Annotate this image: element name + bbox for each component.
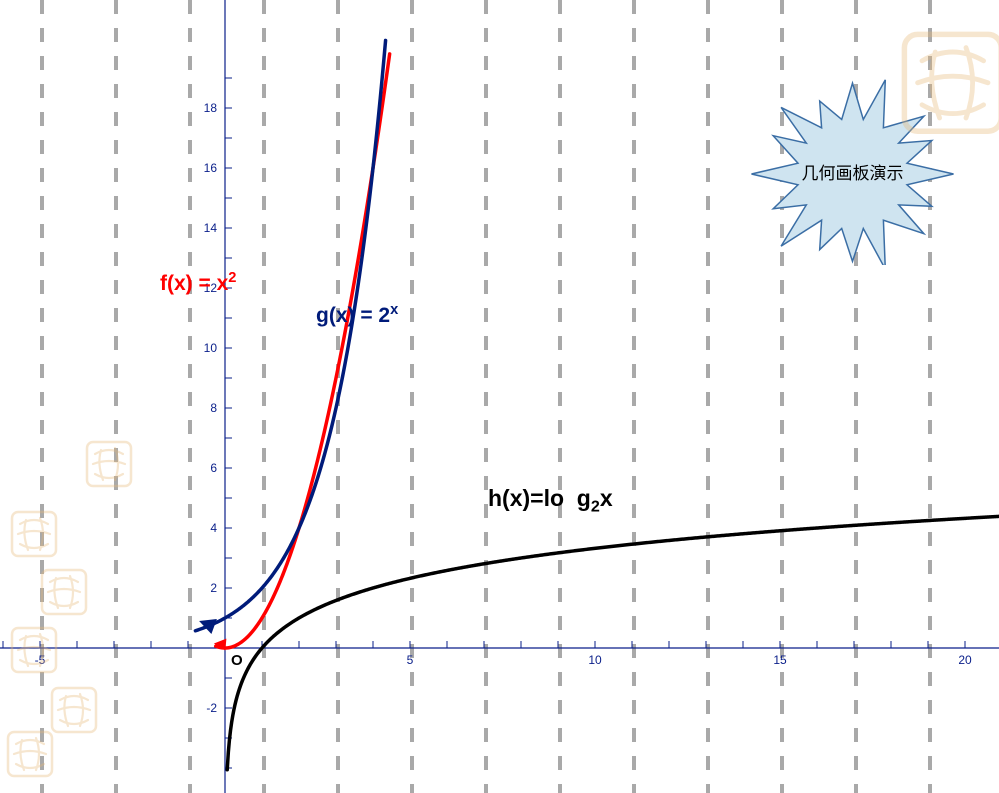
demo-callout-button[interactable]: 几何画板演示 (735, 75, 970, 265)
axis-tick-label: 6 (210, 461, 217, 475)
axis-tick-label: 15 (773, 653, 787, 667)
function-label-h: h(x)=lo g2x (488, 485, 613, 517)
curve-h (227, 515, 999, 770)
axis-tick-label: 8 (210, 401, 217, 415)
curve-f (216, 54, 390, 648)
curve-arrowhead (199, 619, 217, 634)
function-label-f: f(x) = x2 (160, 270, 236, 296)
axis-tick-label: O (231, 652, 243, 669)
axis-tick-label: 14 (204, 221, 218, 235)
axis-tick-label: -2 (206, 701, 217, 715)
axis-tick-label: 20 (958, 653, 972, 667)
axis-tick-label: 5 (407, 653, 414, 667)
math-chart: -55101520-224681012141618O f(x) = x2 g(x… (0, 0, 999, 793)
axis-tick-label: -5 (35, 653, 46, 667)
callout-text[interactable]: 几何画板演示 (802, 164, 904, 183)
axis-tick-label: 2 (210, 581, 217, 595)
function-label-g: g(x) = 2x (316, 302, 398, 328)
axis-tick-label: 16 (204, 161, 218, 175)
axis-tick-label: 10 (204, 341, 218, 355)
axis-tick-label: 4 (210, 521, 217, 535)
axis-tick-label: 10 (588, 653, 602, 667)
axis-tick-label: 18 (204, 101, 218, 115)
curve-g (195, 40, 385, 630)
